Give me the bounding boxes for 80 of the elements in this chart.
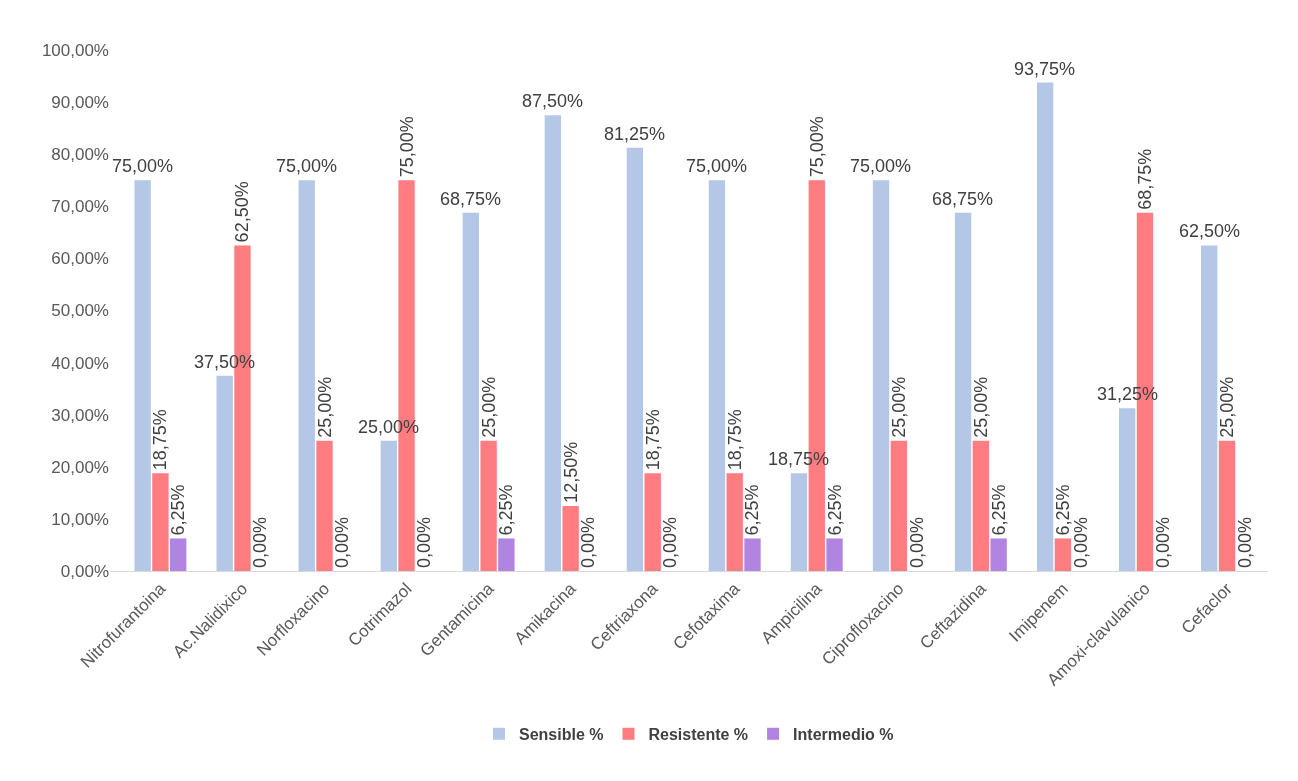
data-label: 0,00%	[1152, 516, 1173, 568]
data-label: 68,75%	[440, 189, 502, 209]
data-label: 0,00%	[660, 516, 681, 568]
data-label: 12,50%	[560, 441, 581, 503]
legend-label: Sensible %	[519, 726, 604, 744]
y-tick-label: 80,00%	[51, 145, 109, 165]
data-label: 6,25%	[988, 484, 1009, 536]
bar	[462, 212, 479, 571]
bar	[316, 440, 333, 571]
y-tick-label: 20,00%	[51, 457, 109, 477]
data-label: 68,75%	[932, 189, 994, 209]
data-label: 0,00%	[250, 516, 271, 568]
bar	[1118, 408, 1136, 571]
y-tick-label: 100,00%	[41, 40, 109, 60]
data-label: 75,00%	[686, 156, 748, 176]
bar	[380, 440, 397, 571]
bar	[790, 473, 808, 571]
data-label: 25,00%	[478, 376, 499, 438]
data-label: 62,50%	[1179, 221, 1241, 241]
data-label: 75,00%	[276, 156, 338, 176]
data-label: 75,00%	[112, 156, 174, 176]
data-label: 18,75%	[642, 409, 663, 471]
data-label: 25,00%	[888, 376, 909, 438]
bar	[890, 440, 907, 571]
legend-label: Intermedio %	[793, 726, 894, 744]
data-label: 18,75%	[150, 409, 171, 471]
bar	[544, 115, 562, 571]
bar	[726, 473, 743, 571]
bar	[1054, 538, 1072, 571]
data-label: 93,75%	[1014, 59, 1076, 79]
bar	[298, 180, 315, 571]
data-label: 81,25%	[604, 124, 666, 144]
bar	[480, 440, 497, 571]
data-label: 25,00%	[1216, 376, 1237, 438]
data-label: 6,25%	[824, 484, 845, 536]
bar	[1201, 245, 1218, 571]
data-label: 68,75%	[1134, 148, 1155, 210]
y-tick-label: 60,00%	[51, 249, 109, 269]
data-label: 25,00%	[314, 376, 335, 438]
data-label: 87,50%	[522, 91, 584, 111]
legend-label: Resistente %	[648, 726, 749, 744]
bar	[562, 505, 579, 571]
y-tick-label: 0,00%	[60, 561, 109, 581]
data-label: 6,25%	[1052, 484, 1073, 536]
bar	[744, 538, 761, 571]
bar	[990, 538, 1007, 571]
data-label: 0,00%	[906, 516, 927, 568]
y-tick-label: 50,00%	[51, 301, 109, 321]
bar	[152, 473, 169, 571]
bar	[872, 180, 890, 571]
bar	[826, 538, 843, 571]
y-tick-label: 70,00%	[51, 197, 109, 217]
data-label: 0,00%	[332, 516, 353, 568]
bar	[134, 180, 151, 571]
y-tick-label: 40,00%	[51, 353, 109, 373]
y-tick-label: 90,00%	[51, 93, 109, 113]
bar	[1036, 82, 1054, 571]
bar	[972, 440, 990, 571]
data-label: 62,50%	[232, 181, 253, 243]
data-label: 6,25%	[742, 484, 763, 536]
data-label: 6,25%	[496, 484, 517, 536]
bar	[708, 180, 726, 571]
bar	[626, 147, 644, 571]
data-label: 6,25%	[168, 484, 189, 536]
data-label: 0,00%	[578, 516, 599, 568]
bar	[954, 212, 972, 571]
bar	[644, 473, 661, 571]
bar	[170, 538, 187, 571]
y-tick-label: 10,00%	[51, 509, 109, 529]
data-label: 0,00%	[414, 516, 435, 568]
y-tick-label: 30,00%	[51, 405, 109, 425]
bar	[498, 538, 515, 571]
data-label: 75,00%	[396, 116, 417, 178]
data-label: 25,00%	[970, 376, 991, 438]
bar	[1218, 440, 1236, 571]
data-label: 18,75%	[724, 409, 745, 471]
bar	[216, 375, 233, 571]
data-label: 75,00%	[806, 116, 827, 178]
data-label: 0,00%	[1234, 516, 1255, 568]
data-label: 75,00%	[850, 156, 912, 176]
